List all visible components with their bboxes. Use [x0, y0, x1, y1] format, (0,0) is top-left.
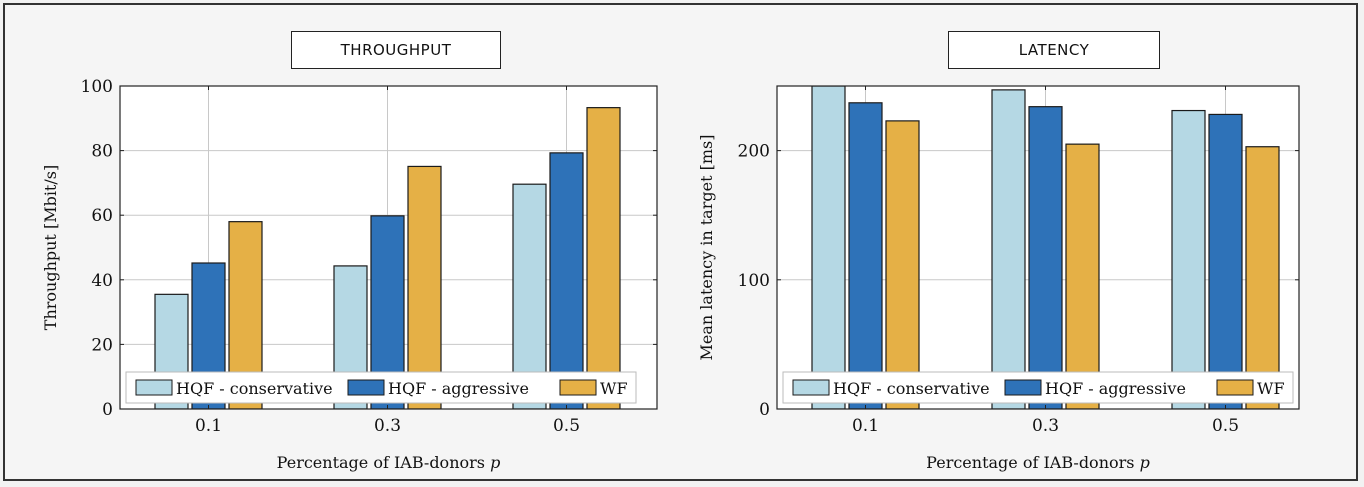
x-axis-label: Percentage of IAB-donors p — [926, 453, 1150, 472]
y-axis-label: Throughput [Mbit/s] — [41, 165, 60, 330]
bars-group — [811, 86, 1280, 409]
bar — [885, 120, 920, 409]
legend-label: HQF - aggressive — [388, 379, 529, 398]
bar — [586, 107, 621, 409]
x-tick-label: 0.1 — [852, 416, 879, 436]
x-tick-label: 0.3 — [1032, 416, 1059, 436]
latency-title-box: LATENCY — [948, 31, 1160, 69]
y-tick-label: 0 — [759, 400, 770, 420]
x-tick-label: 0.5 — [553, 416, 580, 436]
bar — [549, 152, 584, 409]
bar — [811, 86, 846, 409]
y-tick-label: 200 — [738, 142, 770, 162]
legend-label: HQF - aggressive — [1045, 379, 1186, 398]
legend-label: WF — [600, 379, 628, 398]
legend-swatch — [1004, 379, 1042, 396]
chart-1: 0 100 200 0.1 0.3 0.5 Percentage of IAB-donors… — [697, 85, 1300, 472]
legend-swatch — [135, 379, 173, 396]
bar — [1065, 143, 1100, 409]
bar — [848, 102, 883, 409]
legend-box — [125, 371, 637, 404]
legend-swatch — [792, 379, 830, 396]
y-tick-label: 100 — [738, 271, 770, 291]
bar — [991, 89, 1026, 409]
legend-swatch — [559, 379, 597, 396]
y-tick-label: 20 — [91, 335, 113, 355]
legend-label: HQF - conservative — [833, 379, 990, 398]
bar — [1245, 146, 1280, 409]
y-tick-label: 0 — [102, 400, 113, 420]
y-tick-label: 40 — [91, 271, 113, 291]
legend-label: HQF - conservative — [176, 379, 333, 398]
y-tick-label: 100 — [81, 77, 113, 97]
legend-label: WF — [1257, 379, 1285, 398]
legend-swatch — [1216, 379, 1254, 396]
bar — [1208, 113, 1243, 409]
chart-0: 0 20 40 60 80 100 0.1 0.3 0.5 Percentage of IAB-d… — [41, 77, 658, 472]
plot-frame — [776, 85, 1300, 410]
x-tick-label: 0.3 — [374, 416, 401, 436]
plot-frame — [119, 85, 658, 410]
throughput-title-box: THROUGHPUT — [291, 31, 501, 69]
bars-group — [154, 107, 621, 409]
y-axis-label: Mean latency in target [ms] — [697, 135, 716, 361]
bar — [1171, 109, 1206, 409]
y-tick-label: 80 — [91, 142, 113, 162]
bar — [407, 165, 442, 409]
y-tick-label: 60 — [91, 206, 113, 226]
x-tick-label: 0.5 — [1212, 416, 1239, 436]
x-tick-label: 0.1 — [195, 416, 222, 436]
bar — [1028, 106, 1063, 409]
legend-swatch — [347, 379, 385, 396]
x-axis-label: Percentage of IAB-donors p — [277, 453, 501, 472]
